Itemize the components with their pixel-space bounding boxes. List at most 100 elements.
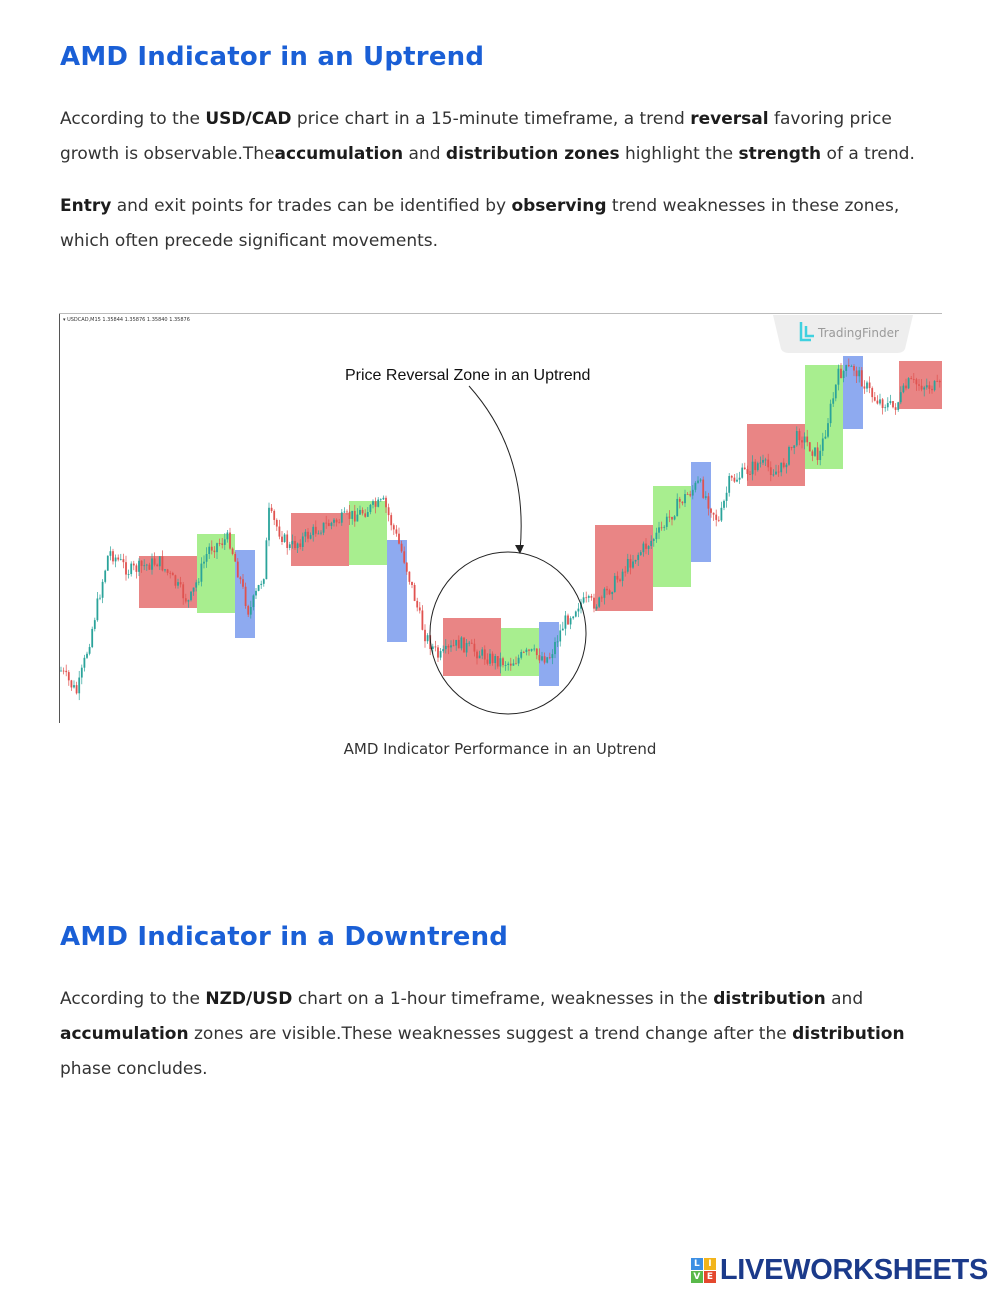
- candle-body: [275, 519, 278, 527]
- candle-body: [837, 368, 840, 385]
- bold-term: USD/CAD: [205, 109, 292, 129]
- candle-body: [928, 385, 931, 389]
- candle-body: [205, 554, 208, 562]
- candle-body: [473, 643, 476, 652]
- candle-body: [91, 628, 94, 648]
- candle-body: [541, 656, 543, 661]
- candle-body: [678, 498, 681, 502]
- candle-body: [606, 588, 608, 591]
- candle-body: [73, 685, 75, 688]
- candle-body: [104, 570, 107, 582]
- candle-body: [346, 511, 348, 513]
- candle-body: [229, 532, 231, 549]
- candle-body: [855, 370, 858, 377]
- candle-body: [806, 436, 809, 443]
- candle-body: [743, 467, 746, 470]
- candle-body: [278, 526, 281, 537]
- section-heading-downtrend: AMD Indicator in a Downtrend: [60, 922, 509, 952]
- candle-body: [234, 553, 237, 562]
- logo-block-l: L: [690, 1257, 703, 1270]
- candle-body: [790, 446, 793, 448]
- candle-body: [793, 445, 796, 448]
- candle-body: [470, 642, 473, 644]
- text-run: chart on a 1-hour timeframe, weaknesses …: [292, 989, 714, 1009]
- candle-body: [746, 469, 749, 475]
- candle-body: [343, 511, 346, 513]
- candle-body: [816, 447, 819, 461]
- candle-body: [632, 561, 634, 568]
- candle-body: [827, 423, 829, 437]
- candle-body: [832, 398, 835, 404]
- candle-body: [257, 585, 260, 591]
- candle-body: [819, 450, 822, 461]
- candle-body: [283, 534, 286, 542]
- candle-body: [421, 610, 424, 630]
- candle-body: [457, 639, 460, 649]
- candle-body: [626, 558, 629, 572]
- candle-body: [751, 461, 754, 475]
- candle-body: [309, 535, 312, 539]
- paragraph-uptrend-entry: Entry and exit points for trades can be …: [60, 189, 940, 259]
- text-run: of a trend.: [821, 144, 915, 164]
- distribution-zone: [387, 540, 407, 642]
- candle-body: [405, 562, 408, 572]
- candle-body: [603, 588, 606, 598]
- candle-body: [122, 559, 125, 563]
- candle-body: [174, 575, 177, 586]
- candle-body: [834, 384, 837, 399]
- candle-body: [478, 655, 481, 659]
- candle-body: [231, 548, 234, 554]
- amd-zones: [139, 356, 942, 686]
- text-run: and exit points for trades can be identi…: [111, 196, 512, 216]
- candle-body: [416, 600, 419, 608]
- text-run: price chart in a 15-minute timeframe, a …: [291, 109, 691, 129]
- candle-body: [663, 526, 666, 528]
- candle-body: [335, 519, 338, 523]
- candle-body: [720, 507, 723, 521]
- candle-body: [655, 532, 658, 540]
- candle-body: [395, 529, 398, 534]
- candle-body: [902, 385, 905, 393]
- candle-body: [593, 597, 595, 609]
- candle-body: [821, 438, 824, 451]
- liveworksheets-logo[interactable]: L I V E LIVEWORKSHEETS: [690, 1250, 988, 1290]
- candle-body: [223, 539, 226, 545]
- candle-body: [808, 442, 811, 452]
- candle-body: [413, 584, 416, 601]
- candle-body: [83, 657, 86, 668]
- candle-body: [60, 670, 62, 672]
- candle-body: [312, 526, 315, 536]
- candle-body: [772, 474, 775, 476]
- candle-body: [195, 582, 198, 588]
- candle-body: [164, 569, 166, 571]
- candle-body: [686, 494, 689, 495]
- candle-body: [814, 447, 816, 456]
- candle-body: [613, 575, 616, 593]
- candle-body: [507, 663, 510, 666]
- section-heading-uptrend: AMD Indicator in an Uptrend: [60, 42, 485, 72]
- candle-body: [465, 642, 468, 653]
- candle-body: [577, 608, 580, 612]
- bold-term: Entry: [60, 196, 112, 216]
- candle-body: [385, 497, 387, 508]
- candle-body: [871, 388, 874, 398]
- candle-body: [840, 368, 842, 379]
- candle-body: [829, 403, 832, 424]
- candle-body: [931, 388, 933, 391]
- candle-body: [528, 649, 530, 651]
- candle-body: [65, 670, 68, 673]
- candle-body: [624, 571, 627, 573]
- accumulation-zone: [443, 618, 501, 676]
- candle-body: [200, 563, 203, 582]
- candle-body: [933, 380, 936, 391]
- candle-body: [868, 382, 871, 389]
- candle-body: [920, 385, 923, 390]
- candle-body: [377, 499, 380, 507]
- accumulation-zone: [291, 513, 349, 566]
- candle-body: [915, 379, 918, 385]
- candle-body: [873, 397, 876, 401]
- manipulation-zone: [197, 534, 235, 613]
- candle-body: [634, 559, 637, 562]
- candle-body: [499, 658, 502, 667]
- candle-body: [244, 586, 247, 606]
